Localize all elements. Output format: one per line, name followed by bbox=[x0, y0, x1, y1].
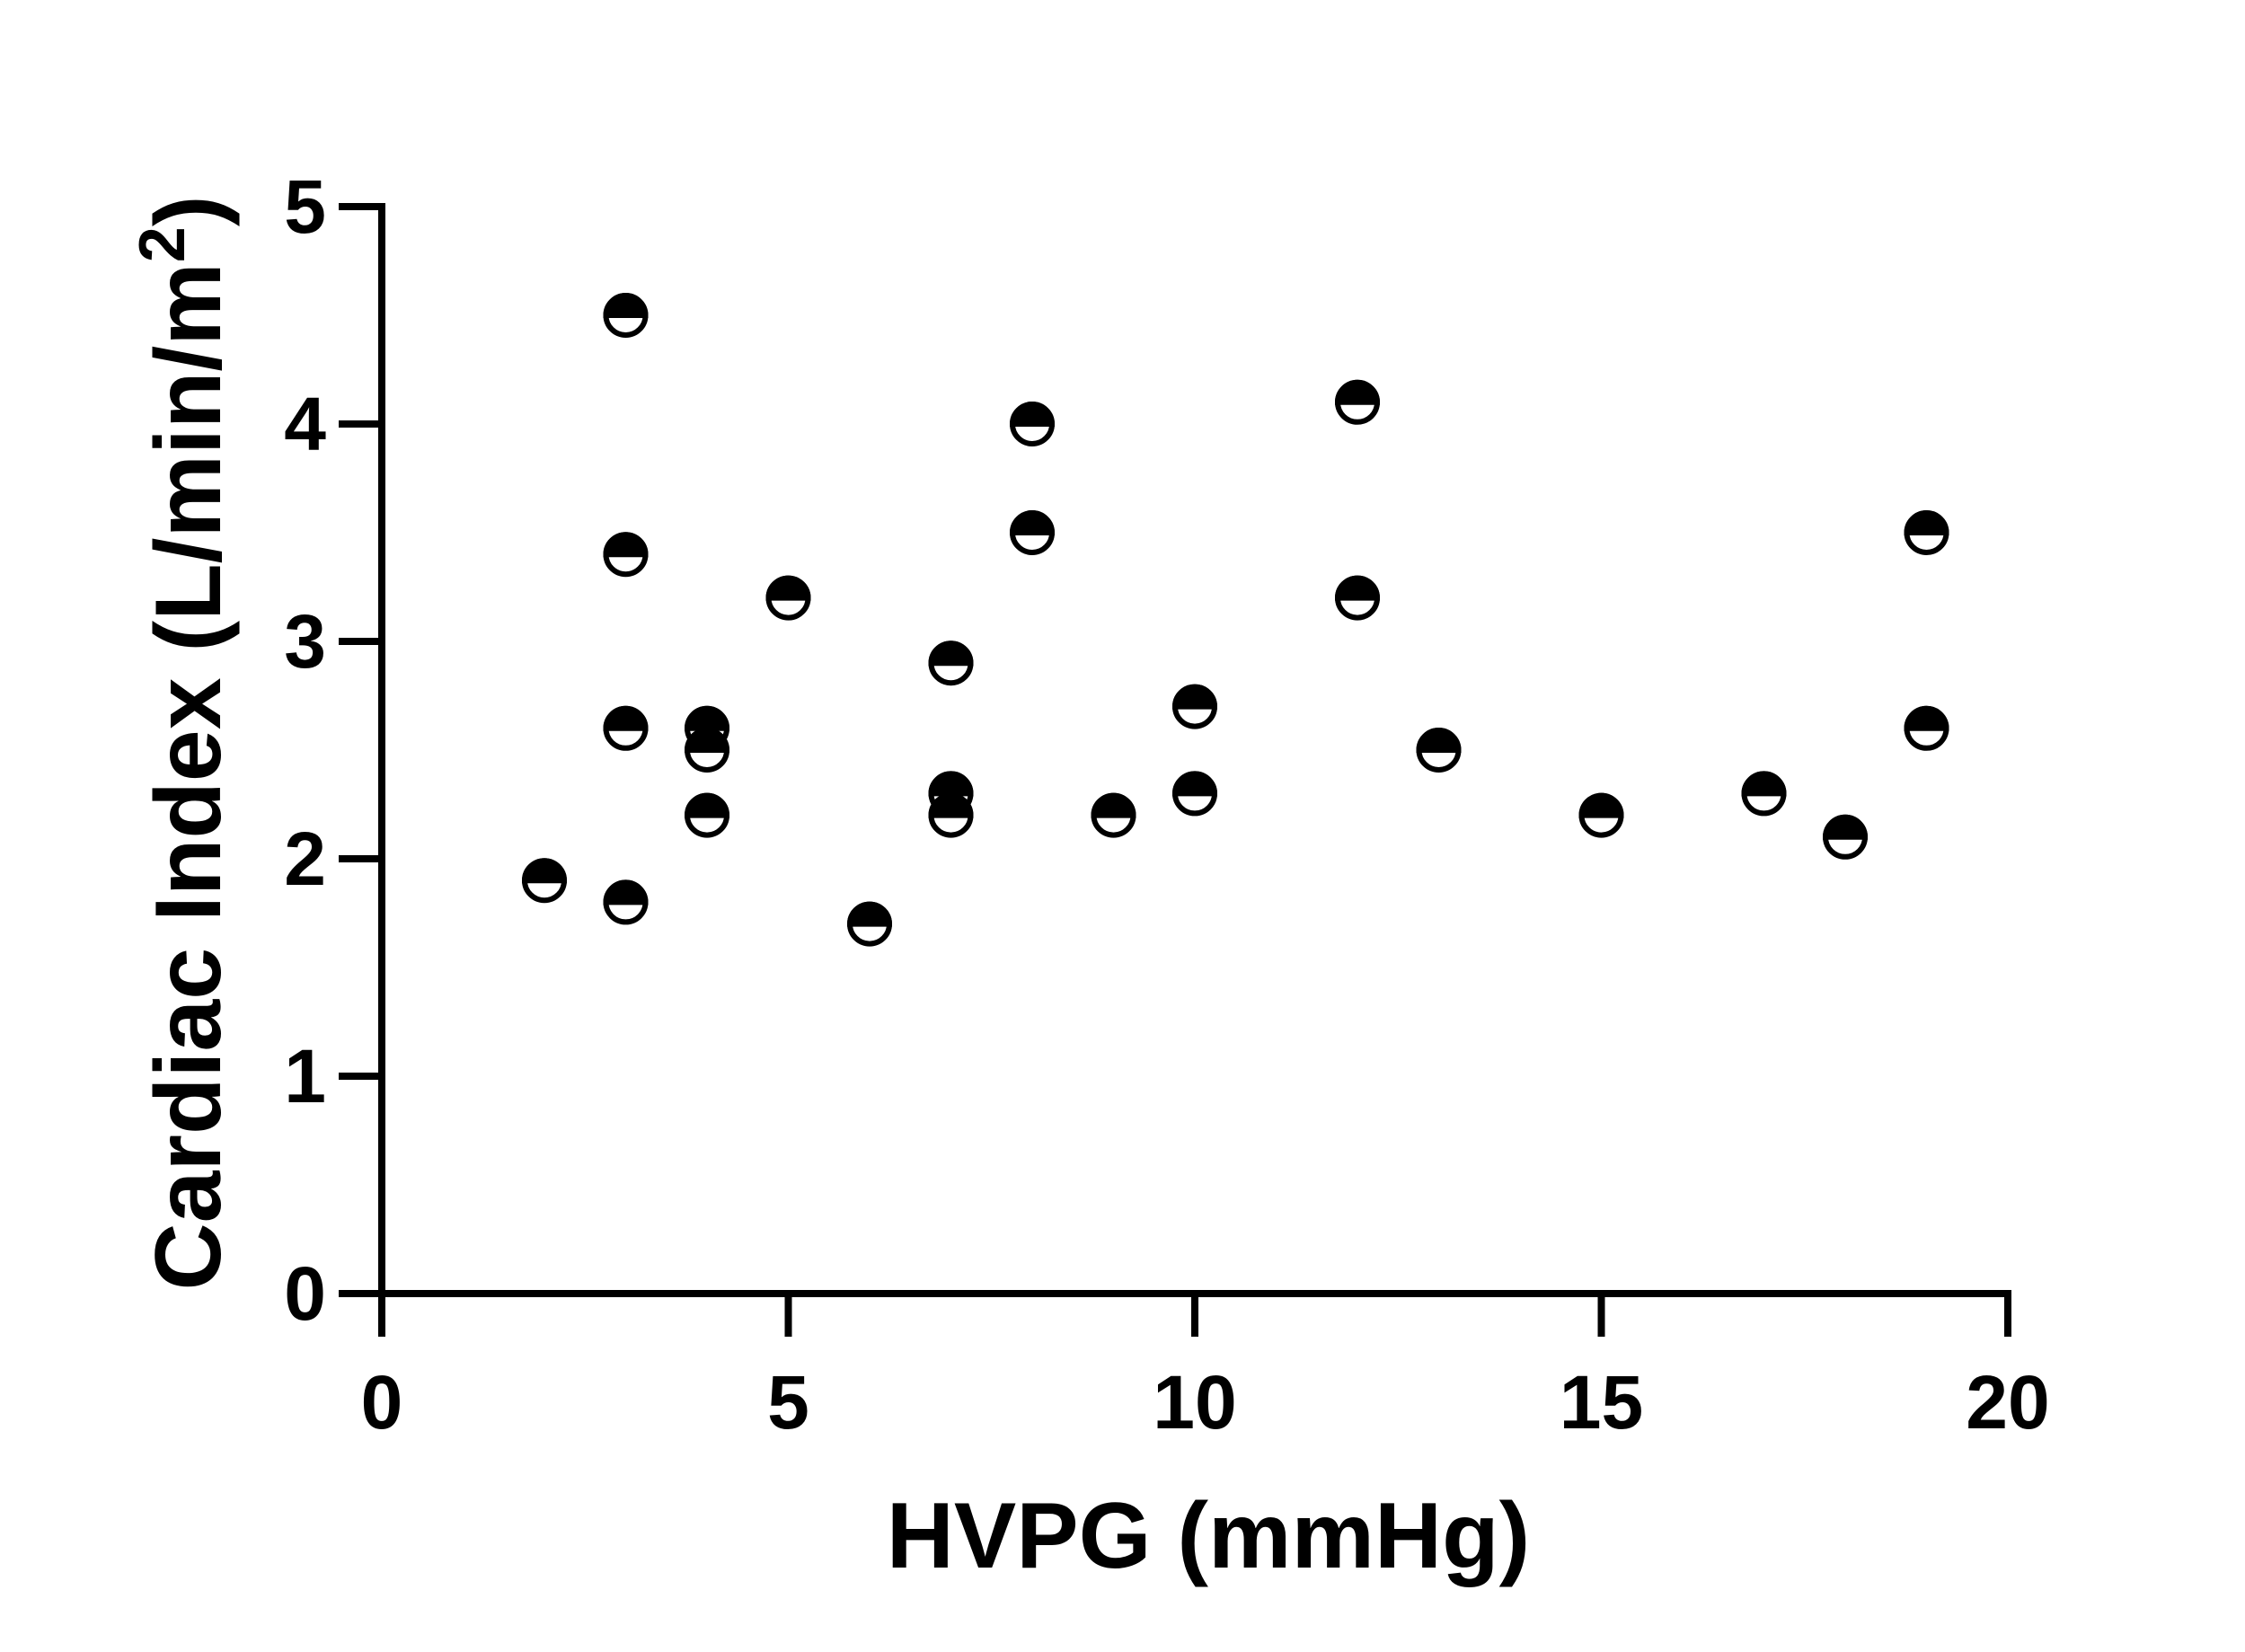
y-tick-label: 2 bbox=[284, 817, 326, 901]
data-point bbox=[928, 771, 974, 817]
data-point bbox=[765, 575, 811, 621]
x-tick-label: 0 bbox=[361, 1360, 403, 1444]
data-point bbox=[603, 293, 649, 338]
data-point bbox=[1822, 814, 1869, 860]
y-tick-label: 4 bbox=[284, 382, 326, 466]
data-point bbox=[1171, 684, 1218, 729]
data-point bbox=[521, 858, 568, 904]
data-point bbox=[1171, 771, 1218, 817]
data-point bbox=[603, 705, 649, 751]
data-point bbox=[1009, 402, 1056, 446]
data-point bbox=[603, 879, 649, 925]
data-point bbox=[1009, 510, 1056, 555]
y-axis-title-superscript: 2 bbox=[127, 226, 199, 262]
data-point bbox=[1578, 792, 1624, 838]
x-tick-label: 20 bbox=[1966, 1360, 2049, 1444]
data-point bbox=[928, 792, 974, 838]
data-point bbox=[1334, 575, 1381, 621]
y-axis-title-close: ) bbox=[137, 196, 241, 227]
data-points bbox=[521, 293, 1949, 947]
data-point bbox=[1741, 771, 1787, 817]
x-axis-title: HVPG (mmHg) bbox=[887, 1484, 1530, 1588]
data-point bbox=[603, 532, 649, 578]
data-point bbox=[1334, 379, 1381, 425]
x-tick-label: 15 bbox=[1560, 1360, 1643, 1444]
y-tick-label: 5 bbox=[284, 164, 326, 249]
x-axis-ticks: 0 5 10 15 20 bbox=[361, 1294, 2050, 1444]
y-tick-label: 1 bbox=[284, 1034, 326, 1118]
data-point bbox=[1416, 728, 1462, 773]
x-tick-label: 10 bbox=[1153, 1360, 1236, 1444]
y-axis-title-main: Cardiac Index (L/min/m bbox=[137, 262, 241, 1290]
y-tick-label: 0 bbox=[284, 1251, 326, 1336]
data-point bbox=[1904, 510, 1949, 555]
data-point bbox=[684, 792, 730, 838]
x-tick-label: 5 bbox=[767, 1360, 809, 1444]
data-point bbox=[684, 728, 730, 773]
y-axis-title: Cardiac Index (L/min/m2) bbox=[127, 196, 241, 1291]
data-point bbox=[928, 640, 974, 686]
y-tick-label: 3 bbox=[284, 599, 326, 684]
data-point bbox=[1091, 792, 1136, 838]
y-axis-ticks: 0 1 2 3 4 5 bbox=[284, 164, 382, 1336]
data-point bbox=[846, 901, 893, 947]
data-point bbox=[1904, 705, 1949, 751]
